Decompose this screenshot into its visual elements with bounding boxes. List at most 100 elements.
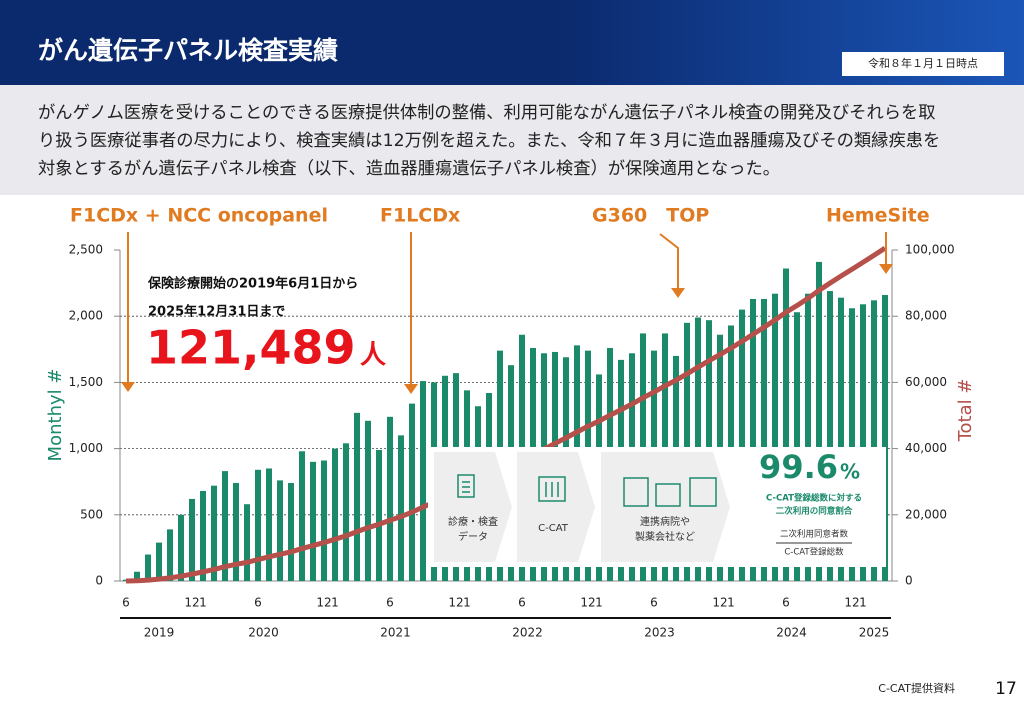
flow-step: 連携病院や <box>640 515 690 528</box>
bar <box>244 504 250 581</box>
x-tick-label: 12 <box>316 596 331 610</box>
icons <box>457 474 717 507</box>
bar <box>761 298 767 581</box>
flow-step: C-CAT <box>538 523 569 534</box>
annotation: F1CDx + NCC oncopanel <box>70 205 328 227</box>
annotation: F1LCDx <box>380 205 460 227</box>
bar <box>772 293 778 581</box>
y2-tick-label: 80,000 <box>905 309 947 323</box>
bar <box>277 480 283 581</box>
x-tick-label: 1 <box>331 596 339 610</box>
x-tick-label: 1 <box>463 596 471 610</box>
arrow <box>659 233 679 290</box>
bar <box>310 461 316 581</box>
bar <box>189 498 195 581</box>
bar <box>255 469 261 581</box>
flow-panel <box>428 447 886 567</box>
paragraph-line: 対象とするがん遺伝子パネル検査（以下、造血器腫瘍遺伝子パネル検査）が保険適用とな… <box>38 159 780 179</box>
bar <box>387 416 393 581</box>
bar <box>816 261 822 581</box>
y2-axis-title: Total # <box>955 379 976 443</box>
chevron <box>517 452 595 562</box>
bar <box>860 304 866 581</box>
x-tick-label: 12 <box>712 596 727 610</box>
bar <box>233 483 239 581</box>
callout-line: 保険診療開始の2019年6月1日から <box>147 276 358 292</box>
bar <box>266 468 272 581</box>
rate-unit: % <box>840 460 860 484</box>
bar <box>288 483 294 581</box>
arrow-head <box>671 288 685 298</box>
x-tick-label: 6 <box>782 596 790 610</box>
paragraph-band <box>0 85 1024 195</box>
flow-step: 診療・検査 <box>448 515 498 528</box>
date: 令和８年１月１日時点 <box>868 56 978 70</box>
numerator: 二次利用同意者数 <box>780 529 849 540</box>
chevron <box>434 452 512 562</box>
arrow-head <box>879 264 893 274</box>
y2-tick-label: 0 <box>905 574 913 588</box>
y-axis-title: Monthyl # <box>45 369 66 462</box>
callout-unit: 人 <box>360 341 386 371</box>
y-tick-label: 2,000 <box>69 309 103 323</box>
flow-step: 製薬会社など <box>635 530 695 543</box>
y2-tick-label: 100,000 <box>905 243 955 257</box>
x-tick-label: 12 <box>580 596 595 610</box>
y-tick-label: 500 <box>80 507 103 521</box>
bar <box>398 435 404 581</box>
y-tick-label: 1,000 <box>69 441 103 455</box>
bar <box>134 571 140 581</box>
bar <box>167 529 173 581</box>
x-tick-label: 1 <box>727 596 735 610</box>
bar <box>376 449 382 581</box>
y2-tick-label: 20,000 <box>905 507 947 521</box>
date-badge <box>842 52 1004 76</box>
bar <box>882 295 888 581</box>
bar <box>365 420 371 581</box>
bar <box>321 460 327 581</box>
bar <box>178 514 184 581</box>
y-tick-label: 0 <box>95 574 103 588</box>
year-label: 2022 <box>512 626 543 640</box>
y-tick-label: 2,500 <box>69 243 103 257</box>
bar <box>739 309 745 581</box>
bar <box>222 471 228 581</box>
bar <box>299 451 305 581</box>
x-tick-label: 6 <box>650 596 658 610</box>
x-tick-label: 6 <box>518 596 526 610</box>
x-tick-label: 1 <box>199 596 207 610</box>
x-tick-label: 6 <box>122 596 130 610</box>
bar <box>805 293 811 581</box>
y-tick-label: 1,500 <box>69 375 103 389</box>
annotation: HemeSite <box>826 205 930 227</box>
bar <box>750 298 756 581</box>
x-tick-label: 12 <box>448 596 463 610</box>
x-tick-label: 12 <box>184 596 199 610</box>
annotation: G360 TOP <box>592 205 709 227</box>
chevron <box>601 452 730 562</box>
callout-line: 2025年12月31日まで <box>148 304 285 320</box>
bar <box>871 300 877 581</box>
page-number: 17 <box>995 679 1017 699</box>
denominator: C-CAT登録総数 <box>784 547 844 558</box>
year-label: 2020 <box>248 626 279 640</box>
year-label: 2021 <box>380 626 411 640</box>
y2-tick-label: 40,000 <box>905 441 947 455</box>
year-label: 2023 <box>644 626 675 640</box>
bar <box>420 381 426 581</box>
bar <box>794 312 800 581</box>
bar <box>200 490 206 581</box>
year-label: 2024 <box>776 626 807 640</box>
year-label: 2025 <box>859 626 890 640</box>
bar <box>849 308 855 581</box>
flow-step: データ <box>458 530 488 543</box>
rate: 99.6 <box>759 448 838 486</box>
x-tick-label: 1 <box>859 596 867 610</box>
bar <box>343 443 349 581</box>
callout-total: 121,489 <box>146 321 356 375</box>
title: がん遺伝子パネル検査実績 <box>38 36 338 65</box>
arrow-head <box>404 384 418 394</box>
arrow-head <box>121 382 135 392</box>
